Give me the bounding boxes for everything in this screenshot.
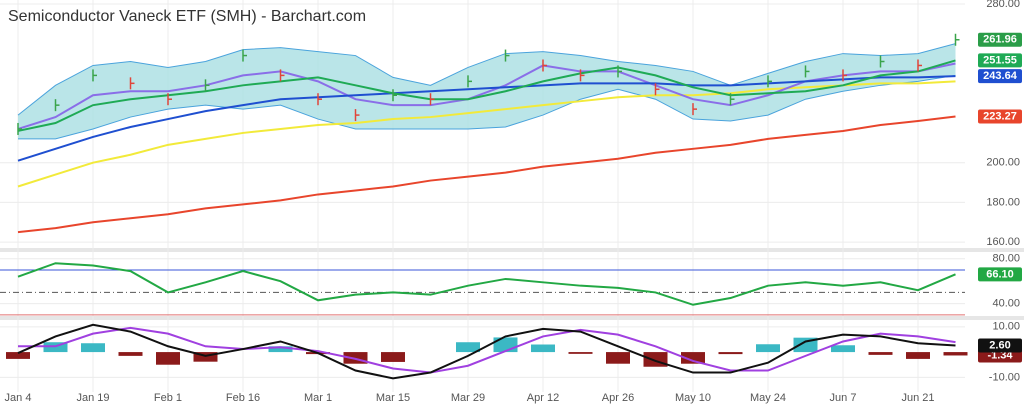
histogram-bar bbox=[756, 344, 780, 353]
histogram-bar bbox=[943, 352, 968, 356]
x-tick-label: Mar 1 bbox=[304, 392, 332, 404]
chart-title: Semiconductor Vaneck ETF (SMH) - Barchar… bbox=[8, 8, 366, 25]
y-tick-label: 200.00 bbox=[986, 157, 1020, 169]
histogram-bar bbox=[118, 352, 143, 356]
x-tick-label: Feb 1 bbox=[154, 392, 182, 404]
x-tick-label: Feb 16 bbox=[226, 392, 260, 404]
histogram-bar bbox=[381, 352, 405, 362]
histogram-bar bbox=[156, 352, 180, 365]
y-tick-label: 40.00 bbox=[992, 298, 1020, 310]
x-tick-label: Mar 29 bbox=[451, 392, 485, 404]
y-tick-label: 160.00 bbox=[986, 236, 1020, 248]
histogram-bar bbox=[868, 352, 893, 355]
value-badge-label: 251.55 bbox=[983, 54, 1017, 66]
x-tick-label: Mar 15 bbox=[376, 392, 410, 404]
histogram-bar bbox=[718, 352, 743, 355]
value-badge bbox=[978, 109, 1022, 124]
histogram-bar bbox=[606, 352, 630, 364]
series-line bbox=[17, 59, 956, 132]
x-tick-label: Apr 12 bbox=[527, 392, 559, 404]
histogram-bar bbox=[531, 344, 555, 353]
x-tick-label: Jun 21 bbox=[901, 392, 934, 404]
series-line bbox=[18, 326, 956, 374]
y-tick-label: 10.00 bbox=[992, 321, 1020, 333]
series-line bbox=[17, 115, 956, 234]
y-tick-label: 180.00 bbox=[986, 196, 1020, 208]
histogram-bar bbox=[906, 352, 930, 359]
band-lower bbox=[18, 74, 956, 140]
value-badge-label: 223.27 bbox=[983, 110, 1017, 122]
x-tick-label: Jun 7 bbox=[830, 392, 857, 404]
x-tick-label: Apr 26 bbox=[602, 392, 634, 404]
value-badge-label: 261.96 bbox=[983, 34, 1017, 46]
y-tick-label: -10.00 bbox=[989, 371, 1020, 383]
value-badge bbox=[978, 69, 1022, 84]
value-badge bbox=[978, 53, 1022, 68]
value-badge-label: 2.60 bbox=[989, 339, 1010, 351]
value-badge-label: 66.10 bbox=[986, 268, 1014, 280]
x-tick-label: May 10 bbox=[675, 392, 711, 404]
histogram-bar bbox=[681, 352, 705, 364]
series-line bbox=[17, 80, 956, 188]
value-badge bbox=[978, 32, 1022, 47]
panel-separator bbox=[0, 248, 1024, 252]
histogram-bar bbox=[6, 352, 30, 359]
series-line bbox=[17, 323, 956, 380]
histogram-bar bbox=[268, 346, 293, 353]
y-tick-label: 280.00 bbox=[986, 0, 1020, 10]
band-upper bbox=[17, 43, 956, 116]
series-line bbox=[17, 262, 956, 306]
histogram-bar bbox=[568, 352, 593, 354]
value-badge bbox=[978, 267, 1022, 282]
value-badge-label: 243.64 bbox=[983, 70, 1018, 82]
histogram-bar bbox=[456, 342, 480, 353]
series-line bbox=[17, 62, 956, 130]
x-tick-label: Jan 4 bbox=[5, 392, 32, 404]
x-tick-label: Jan 19 bbox=[76, 392, 109, 404]
panel-separator bbox=[0, 316, 1024, 320]
y-tick-label: 80.00 bbox=[992, 253, 1020, 265]
histogram-bar bbox=[831, 345, 855, 353]
x-tick-label: May 24 bbox=[750, 392, 786, 404]
series-line bbox=[17, 75, 956, 162]
value-badge bbox=[978, 338, 1022, 353]
histogram-bar bbox=[81, 343, 105, 353]
histogram-bar bbox=[493, 337, 518, 353]
